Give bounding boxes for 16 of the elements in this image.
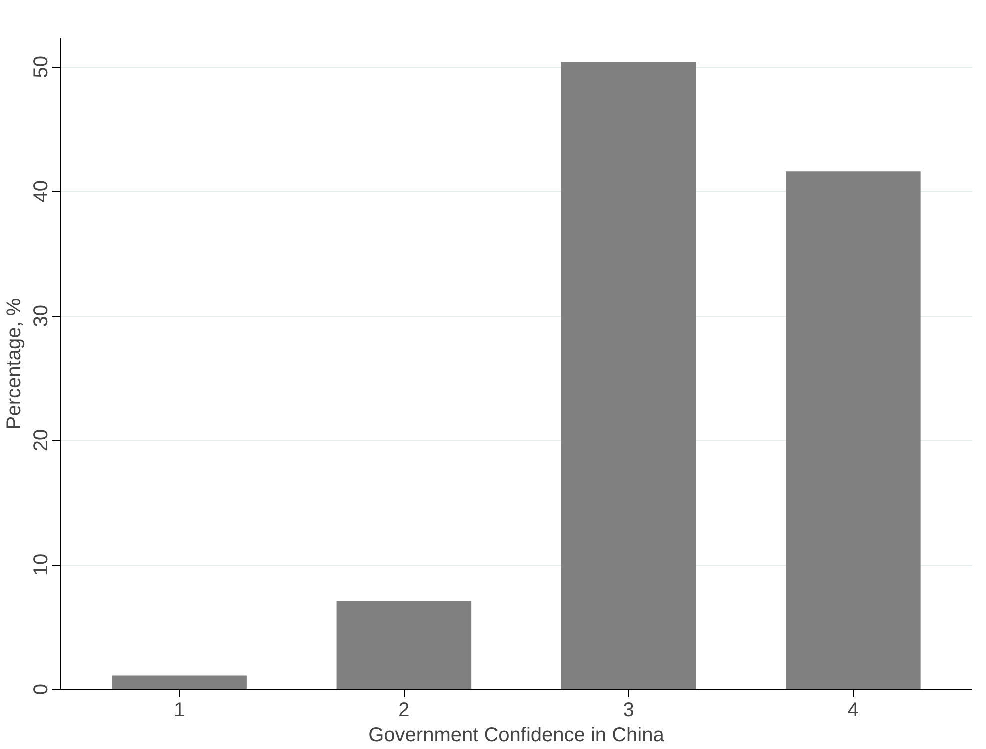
y-axis-title: Percentage, % <box>4 298 26 430</box>
bar <box>112 676 247 690</box>
y-tick-label: 50 <box>30 56 52 78</box>
bar <box>336 601 472 690</box>
x-tick-label: 1 <box>174 700 186 722</box>
bar <box>786 172 921 690</box>
y-tick-label: 40 <box>30 180 52 203</box>
x-tick-label: 4 <box>848 700 860 722</box>
y-tick-label: 30 <box>30 304 52 328</box>
x-tick-label: 2 <box>398 700 410 722</box>
y-tick-label: 10 <box>30 554 52 576</box>
x-axis-title: Government Confidence in China <box>368 724 666 746</box>
y-tick-label: 20 <box>30 429 52 452</box>
y-tick-label: 0 <box>30 684 52 696</box>
x-tick-label: 3 <box>623 700 634 722</box>
bar <box>561 62 696 690</box>
